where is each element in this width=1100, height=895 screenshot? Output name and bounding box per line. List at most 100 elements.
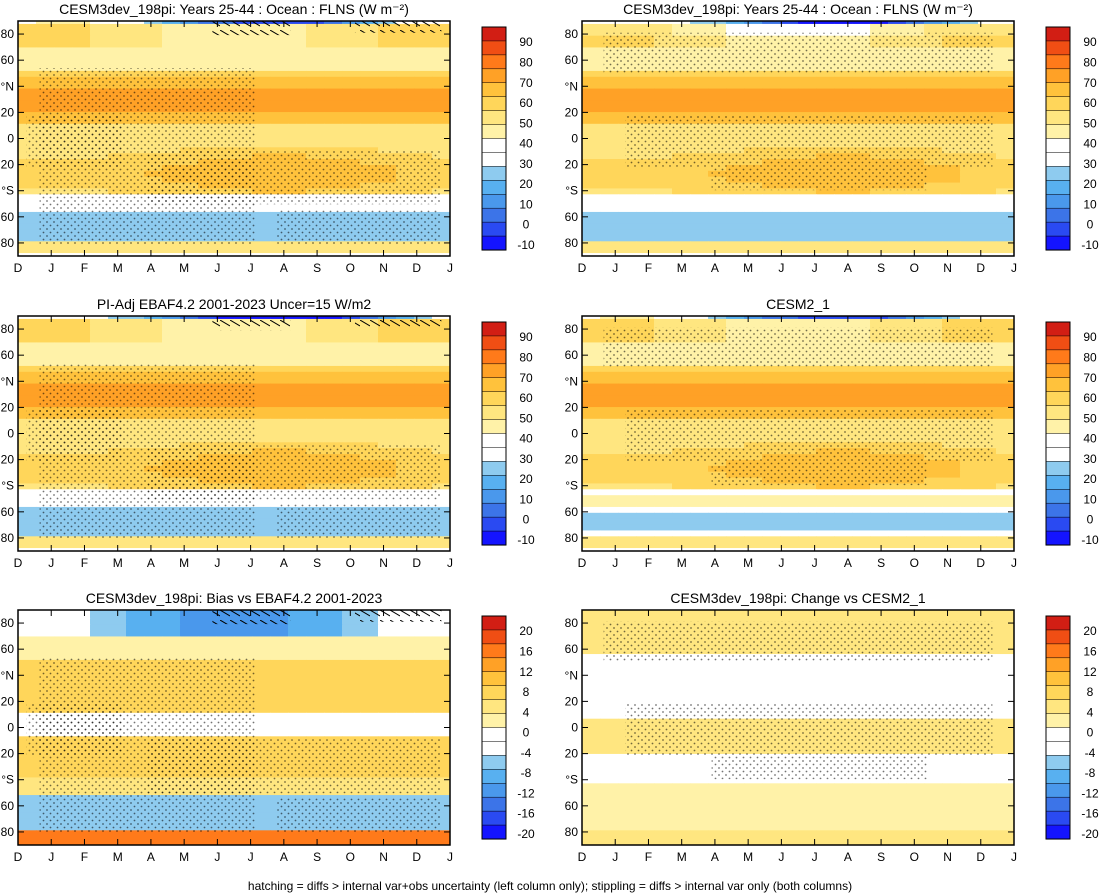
field-cell (108, 59, 127, 66)
field-cell (996, 448, 1015, 455)
field-cell (690, 536, 709, 543)
field-cell (162, 636, 181, 643)
field-cell (654, 465, 673, 473)
x-tick-label: J (214, 261, 220, 275)
field-cell (378, 648, 397, 655)
field-cell (978, 495, 997, 502)
field-cell (834, 76, 853, 84)
field-cell (906, 383, 925, 390)
field-cell (432, 701, 451, 708)
field-cell (90, 318, 109, 326)
field-cell (396, 253, 415, 257)
field-cell (144, 47, 163, 54)
field-cell (924, 247, 943, 254)
field-cell (342, 436, 361, 443)
field-cell (252, 377, 271, 385)
field-cell (288, 241, 307, 248)
field-cell (270, 701, 289, 708)
x-tick-label: M (113, 556, 123, 570)
field-cell (18, 395, 37, 402)
field-cell (870, 512, 889, 520)
field-cell (618, 477, 637, 484)
field-cell (924, 477, 943, 484)
field-cell (342, 659, 361, 667)
field-cell (708, 318, 727, 326)
field-cell (378, 407, 397, 414)
colorbar-label: 20 (1083, 472, 1097, 486)
field-cell (924, 483, 943, 490)
field-cell (252, 683, 271, 690)
field-cell (414, 88, 433, 95)
colorbar-swatch (1045, 96, 1071, 112)
field-cell (432, 117, 451, 125)
colorbar-label: 10 (519, 492, 533, 506)
field-cell (816, 223, 835, 231)
hatching-region (212, 21, 291, 36)
field-cell (288, 59, 307, 66)
field-cell (870, 194, 889, 201)
field-cell (708, 223, 727, 231)
field-cell (852, 489, 871, 496)
y-tick-label: 80 (1, 531, 15, 545)
field-cell (888, 76, 907, 84)
field-cell (654, 471, 673, 479)
field-cell (726, 106, 745, 113)
field-cell (996, 82, 1015, 90)
field-cell (270, 677, 289, 684)
field-cell (324, 330, 343, 338)
field-cell (216, 636, 235, 643)
field-cell (582, 135, 601, 142)
field-cell (90, 53, 109, 60)
field-cell (708, 512, 727, 520)
field-cell (618, 506, 637, 514)
field-cell (672, 176, 691, 184)
field-cell (744, 318, 763, 326)
x-tick-label: J (48, 261, 54, 275)
field-cell (432, 648, 451, 655)
field-cell (414, 548, 433, 552)
field-cell (216, 41, 235, 48)
field-cell (960, 512, 979, 520)
field-cell (414, 53, 433, 60)
x-tick-label: S (877, 556, 885, 570)
field-cell (126, 330, 145, 338)
field-cell (924, 536, 943, 543)
field-cell (432, 536, 451, 543)
field-cell (288, 23, 307, 31)
field-cell (942, 395, 961, 402)
field-cell (690, 229, 709, 236)
field-cell (414, 730, 433, 737)
field-cell (636, 94, 655, 101)
field-cell (360, 53, 379, 60)
field-cell (144, 612, 163, 620)
field-cell (18, 29, 37, 37)
field-cell (852, 501, 871, 508)
field-cell (870, 235, 889, 242)
field-cell (582, 512, 601, 520)
field-cell (996, 383, 1015, 390)
colorbar-swatch (1045, 391, 1071, 407)
field-cell (180, 542, 199, 549)
field-cell (324, 371, 343, 379)
y-tick-label: °N (565, 374, 578, 388)
field-cell (126, 41, 145, 48)
stippling-region (603, 32, 993, 73)
field-cell (942, 530, 961, 537)
field-cell (672, 506, 691, 514)
field-cell (36, 636, 55, 643)
field-cell (996, 206, 1015, 213)
field-cell (708, 211, 727, 219)
field-cell (360, 430, 379, 437)
field-cell (600, 548, 619, 552)
field-cell (672, 389, 691, 396)
field-cell (906, 371, 925, 379)
field-cell (324, 21, 343, 25)
field-cell (924, 365, 943, 373)
field-cell (270, 395, 289, 402)
field-cell (360, 659, 379, 667)
field-cell (942, 401, 961, 408)
field-cell (288, 683, 307, 690)
field-cell (996, 395, 1015, 402)
field-cell (672, 477, 691, 484)
field-cell (582, 147, 601, 154)
